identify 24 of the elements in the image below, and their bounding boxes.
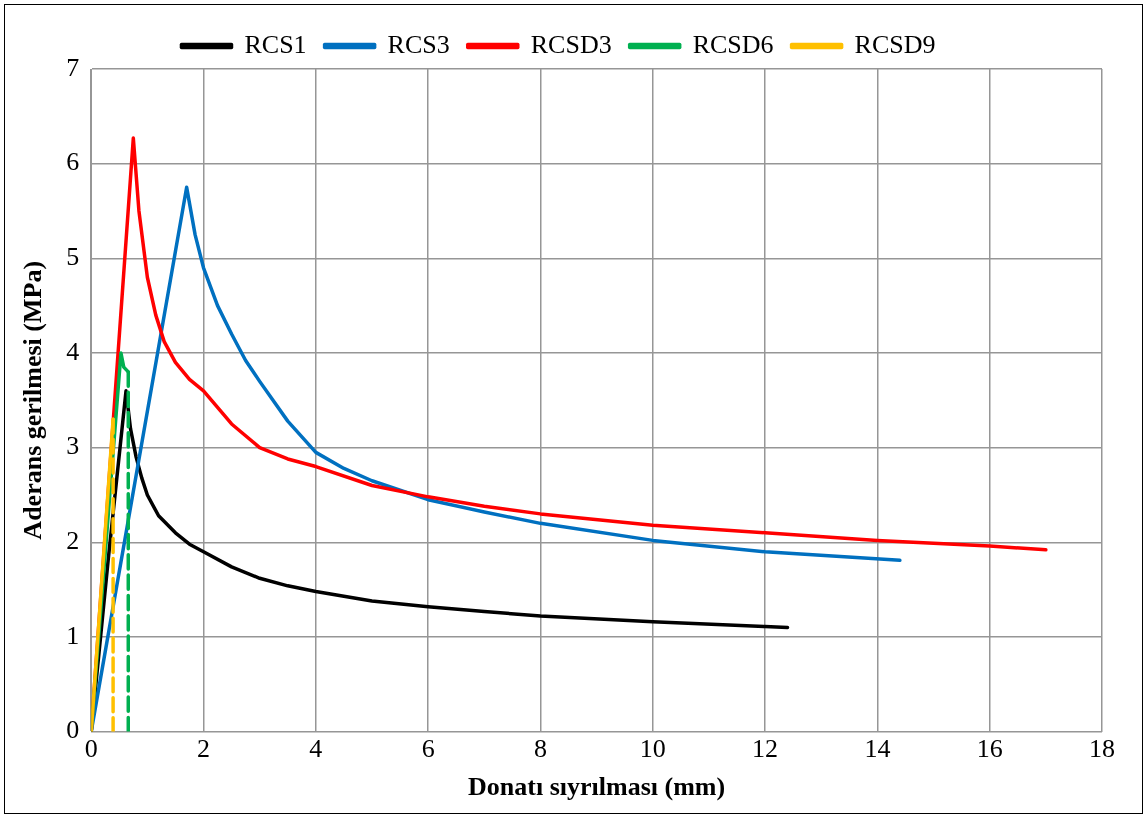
y-tick-label: 4: [66, 336, 80, 366]
x-tick-label: 8: [533, 734, 547, 764]
legend-label: RCSD3: [530, 29, 612, 59]
x-tick-label: 6: [421, 734, 435, 764]
legend-label: RCSD6: [692, 29, 774, 59]
legend-label: RCS3: [387, 29, 450, 59]
x-tick-label: 10: [639, 734, 666, 764]
legend-label: RCS1: [244, 29, 307, 59]
y-tick-label: 2: [66, 526, 80, 556]
y-tick-label: 0: [66, 715, 80, 745]
y-tick-label: 3: [66, 431, 80, 461]
x-tick-label: 14: [864, 734, 891, 764]
x-tick-label: 4: [309, 734, 323, 764]
x-tick-label: 16: [976, 734, 1003, 764]
x-axis-title: Donatı sıyrılması (mm): [468, 772, 726, 802]
y-tick-label: 7: [66, 52, 80, 82]
legend-label: RCSD9: [854, 29, 936, 59]
y-tick-label: 1: [66, 620, 80, 650]
y-tick-label: 5: [66, 242, 80, 272]
x-tick-label: 18: [1089, 734, 1115, 764]
x-tick-label: 12: [752, 734, 779, 764]
x-tick-label: 2: [197, 734, 211, 764]
y-tick-label: 6: [66, 147, 80, 177]
y-axis-title: Aderans gerilmesi (MPa): [18, 260, 48, 540]
